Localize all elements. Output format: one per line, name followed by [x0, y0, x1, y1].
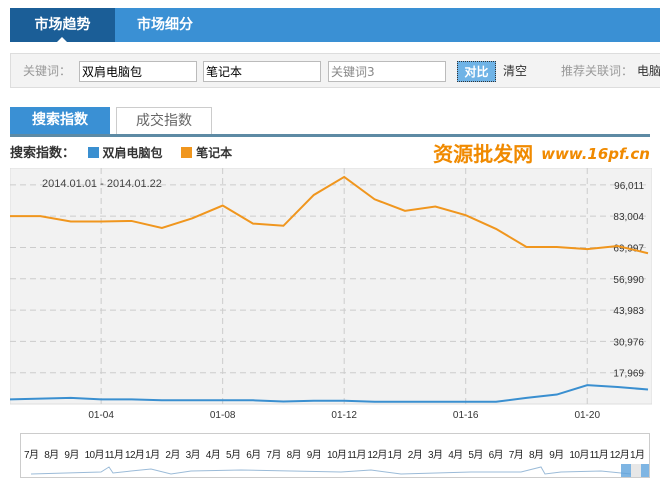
- legend-swatch-blue: [87, 147, 99, 158]
- keyword-input-1[interactable]: [79, 61, 197, 82]
- clear-button[interactable]: 清空: [503, 64, 528, 78]
- navigator-month-label: 10月: [327, 450, 347, 461]
- x-tick-label: 01-04: [88, 410, 114, 421]
- y-tick-label: 17,969: [613, 369, 644, 380]
- top-nav: 市场趋势 市场细分: [10, 8, 660, 43]
- x-tick-label: 01-08: [210, 410, 236, 421]
- tab-market-trend[interactable]: 市场趋势: [10, 8, 115, 43]
- navigator-month-label: 1月: [630, 450, 645, 461]
- keyword-input-3[interactable]: [328, 61, 446, 82]
- navigator-sparkline: [30, 464, 649, 477]
- navigator-month-label: 5月: [226, 450, 241, 461]
- navigator-month-label: 6月: [246, 450, 261, 461]
- y-tick-label: 83,004: [613, 212, 644, 223]
- legend-title: 搜索指数：: [10, 146, 76, 161]
- keyword-label: 关键词：: [23, 64, 72, 78]
- watermark-line2: www.16pf.cn: [541, 144, 650, 163]
- legend-item-1[interactable]: 双肩电脑包: [102, 146, 163, 160]
- x-tick-label: 01-12: [331, 410, 357, 421]
- navigator-month-label: 10月: [569, 450, 589, 461]
- navigator-month-label: 8月: [286, 450, 302, 461]
- navigator-month-label: 8月: [44, 450, 59, 461]
- series-line-2: [10, 175, 649, 255]
- index-tabs: 搜索指数 成交指数: [10, 107, 650, 137]
- navigator-month-label: 9月: [64, 450, 79, 461]
- navigator-month-label: 1月: [387, 450, 403, 461]
- navigator-month-label: 3月: [428, 450, 443, 461]
- navigator-month-label: 10月: [84, 450, 105, 461]
- navigator-month-label: 9月: [306, 450, 322, 461]
- series-line-1: [10, 384, 649, 403]
- plot-area: [10, 168, 652, 405]
- y-tick-label: 56,990: [613, 275, 644, 286]
- watermark-line1: 资源批发网: [433, 141, 534, 166]
- y-tick-label: 43,983: [613, 306, 644, 317]
- navigator-month-label: 2月: [407, 450, 423, 461]
- recommend-keyword[interactable]: 电脑: [637, 64, 660, 78]
- navigator-month-label: 12月: [367, 450, 387, 461]
- compare-button[interactable]: 对比: [457, 61, 496, 82]
- navigator-month-label: 4月: [448, 450, 463, 461]
- chart-legend: 搜索指数： 双肩电脑包 笔记本: [10, 144, 232, 162]
- navigator-month-label: 4月: [205, 450, 221, 461]
- navigator-month-label: 2月: [165, 450, 180, 461]
- navigator-month-label: 11月: [347, 450, 366, 461]
- navigator-month-label: 1月: [145, 450, 160, 461]
- legend-swatch-orange: [181, 147, 193, 158]
- navigator-month-label: 7月: [508, 450, 524, 461]
- time-navigator[interactable]: 7月 8月 9月 10月 11月 12月 1月 2月 3月 4月 5月 6月 7月 8月 9月 10月 11月 1…: [20, 433, 650, 478]
- legend-item-2[interactable]: 笔记本: [196, 146, 233, 160]
- navigator-month-label: 11月: [104, 450, 124, 461]
- navigator-month-label: 6月: [488, 450, 504, 461]
- tab-market-segment[interactable]: 市场细分: [137, 17, 193, 33]
- navigator-month-label: 12月: [125, 450, 145, 461]
- navigator-month-label: 9月: [549, 450, 564, 461]
- navigator-month-label: 7月: [24, 450, 39, 461]
- recommend-label: 推荐关联词：: [561, 64, 634, 78]
- x-tick-label: 01-20: [574, 410, 600, 421]
- navigator-month-label: 7月: [266, 450, 281, 461]
- y-tick-label: 30,976: [613, 337, 644, 348]
- x-tick-label: 01-16: [453, 410, 479, 421]
- navigator-month-label: 3月: [185, 450, 201, 461]
- navigator-selection: [631, 464, 641, 477]
- navigator-month-label: 5月: [468, 450, 483, 461]
- watermark: 资源批发网 www.16pf.cn: [433, 141, 650, 166]
- search-index-chart: 17,96930,97643,98356,99069,99783,00496,0…: [10, 168, 652, 421]
- keyword-input-2[interactable]: [203, 61, 321, 82]
- navigator-month-label: 8月: [529, 450, 544, 461]
- navigator-month-label: 11月: [589, 450, 609, 461]
- keyword-bar: 关键词： 对比 清空 推荐关联词： 电脑: [10, 53, 660, 88]
- navigator-handle-left: [621, 464, 631, 477]
- navigator-month-label: 12月: [609, 450, 630, 461]
- navigator-handle-right: [641, 464, 649, 477]
- chart-date-range: 2014.01.01 - 2014.01.22: [42, 178, 162, 190]
- tab-transaction-index[interactable]: 成交指数: [116, 107, 212, 134]
- y-tick-label: 96,011: [614, 181, 644, 192]
- tab-search-index[interactable]: 搜索指数: [10, 107, 110, 134]
